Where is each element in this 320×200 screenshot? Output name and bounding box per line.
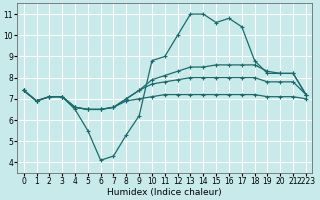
X-axis label: Humidex (Indice chaleur): Humidex (Indice chaleur) xyxy=(108,188,222,197)
